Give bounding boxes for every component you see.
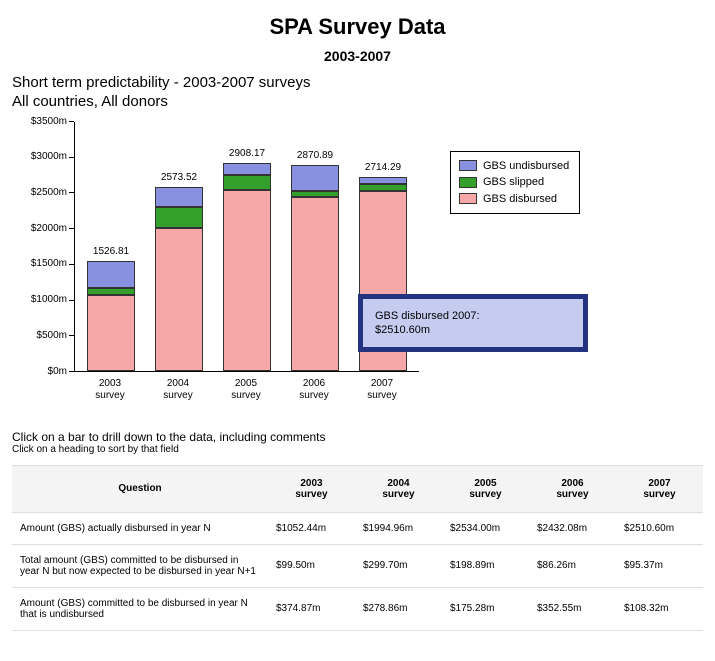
col-year[interactable]: 2003survey xyxy=(268,465,355,512)
bar-segment-disbursed[interactable] xyxy=(223,190,271,371)
bar-segment-undisbursed[interactable] xyxy=(223,163,271,176)
y-tick: $3000m xyxy=(12,151,67,162)
y-tick: $500m xyxy=(12,330,67,341)
hint-drilldown: Click on a bar to drill down to the data… xyxy=(12,430,703,444)
legend-swatch xyxy=(459,160,477,171)
bar-segment-undisbursed[interactable] xyxy=(87,261,135,288)
bar-segment-slipped[interactable] xyxy=(87,288,135,295)
legend-label: GBS disbursed xyxy=(483,191,557,208)
x-label: 2006survey xyxy=(284,378,344,402)
legend-item: GBS undisbursed xyxy=(459,158,569,175)
cell-value: $198.89m xyxy=(442,544,529,587)
bar-total-label: 2573.52 xyxy=(155,172,203,183)
cell-value: $2510.60m xyxy=(616,512,703,544)
y-tick: $1500m xyxy=(12,258,67,269)
cell-value: $1994.96m xyxy=(355,512,442,544)
cell-value: $352.55m xyxy=(529,587,616,630)
legend-label: GBS slipped xyxy=(483,174,544,191)
table-row[interactable]: Total amount (GBS) committed to be disbu… xyxy=(12,544,703,587)
x-label: 2003survey xyxy=(80,378,140,402)
chart-caption-line2: All countries, All donors xyxy=(12,93,168,110)
bar-segment-disbursed[interactable] xyxy=(87,295,135,370)
bar-segment-undisbursed[interactable] xyxy=(291,165,339,190)
legend-swatch xyxy=(459,193,477,204)
legend-label: GBS undisbursed xyxy=(483,158,569,175)
cell-question: Amount (GBS) committed to be disbursed i… xyxy=(12,587,268,630)
bar-segment-slipped[interactable] xyxy=(155,207,203,228)
bar-segment-slipped[interactable] xyxy=(359,184,407,191)
col-year[interactable]: 2004survey xyxy=(355,465,442,512)
cell-value: $175.28m xyxy=(442,587,529,630)
cell-value: $99.50m xyxy=(268,544,355,587)
cell-question: Amount (GBS) actually disbursed in year … xyxy=(12,512,268,544)
cell-value: $374.87m xyxy=(268,587,355,630)
chart-caption: Short term predictability - 2003-2007 su… xyxy=(12,74,703,112)
bar-total-label: 2870.89 xyxy=(291,150,339,161)
col-year[interactable]: 2005survey xyxy=(442,465,529,512)
bar-total-label: 2908.17 xyxy=(223,148,271,159)
page-title: SPA Survey Data xyxy=(12,14,703,40)
bar-group[interactable]: 2908.17 xyxy=(223,163,271,371)
cell-value: $2534.00m xyxy=(442,512,529,544)
cell-value: $86.26m xyxy=(529,544,616,587)
y-tick: $1000m xyxy=(12,294,67,305)
cell-value: $2432.08m xyxy=(529,512,616,544)
y-tick: $0m xyxy=(12,366,67,377)
legend-item: GBS slipped xyxy=(459,174,569,191)
chart: $0m$500m$1000m$1500m$2000m$2500m$3000m$3… xyxy=(12,122,702,422)
bar-segment-disbursed[interactable] xyxy=(291,197,339,371)
col-year[interactable]: 2007survey xyxy=(616,465,703,512)
x-label: 2004survey xyxy=(148,378,208,402)
legend: GBS undisbursedGBS slippedGBS disbursed xyxy=(450,151,580,215)
col-question[interactable]: Question xyxy=(12,465,268,512)
cell-question: Total amount (GBS) committed to be disbu… xyxy=(12,544,268,587)
cell-value: $95.37m xyxy=(616,544,703,587)
bar-segment-undisbursed[interactable] xyxy=(155,187,203,207)
y-tick: $2500m xyxy=(12,187,67,198)
hint-sort: Click on a heading to sort by that field xyxy=(12,444,703,455)
data-table: Question2003survey2004survey2005survey20… xyxy=(12,465,703,631)
tooltip-line2: $2510.60m xyxy=(375,324,430,336)
chart-caption-line1: Short term predictability - 2003-2007 su… xyxy=(12,74,310,91)
tooltip: GBS disbursed 2007: $2510.60m xyxy=(358,294,588,353)
bar-segment-slipped[interactable] xyxy=(223,175,271,189)
legend-item: GBS disbursed xyxy=(459,191,569,208)
x-label: 2005survey xyxy=(216,378,276,402)
tooltip-line1: GBS disbursed 2007: xyxy=(375,310,480,322)
bar-group[interactable]: 2573.52 xyxy=(155,187,203,371)
col-year[interactable]: 2006survey xyxy=(529,465,616,512)
table-row[interactable]: Amount (GBS) committed to be disbursed i… xyxy=(12,587,703,630)
bar-total-label: 1526.81 xyxy=(87,246,135,257)
bar-segment-disbursed[interactable] xyxy=(155,228,203,370)
bar-segment-undisbursed[interactable] xyxy=(359,177,407,185)
page-subtitle: 2003-2007 xyxy=(12,48,703,64)
cell-value: $108.32m xyxy=(616,587,703,630)
y-tick: $2000m xyxy=(12,223,67,234)
table-row[interactable]: Amount (GBS) actually disbursed in year … xyxy=(12,512,703,544)
bar-group[interactable]: 1526.81 xyxy=(87,261,135,370)
bar-total-label: 2714.29 xyxy=(359,162,407,173)
y-tick: $3500m xyxy=(12,116,67,127)
legend-swatch xyxy=(459,177,477,188)
cell-value: $299.70m xyxy=(355,544,442,587)
cell-value: $278.86m xyxy=(355,587,442,630)
bar-group[interactable]: 2870.89 xyxy=(291,165,339,370)
cell-value: $1052.44m xyxy=(268,512,355,544)
bar-segment-slipped[interactable] xyxy=(291,191,339,197)
x-label: 2007survey xyxy=(352,378,412,402)
